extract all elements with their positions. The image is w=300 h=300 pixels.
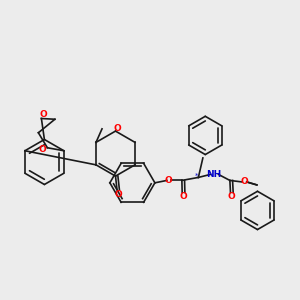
Text: *: * [195, 173, 199, 179]
Text: O: O [227, 192, 235, 201]
Text: O: O [39, 110, 47, 119]
Text: O: O [179, 192, 187, 201]
Text: O: O [164, 176, 172, 185]
Text: O: O [114, 190, 122, 199]
Text: O: O [113, 124, 121, 133]
Text: NH: NH [206, 170, 222, 179]
Text: O: O [240, 177, 248, 186]
Text: O: O [38, 145, 46, 154]
